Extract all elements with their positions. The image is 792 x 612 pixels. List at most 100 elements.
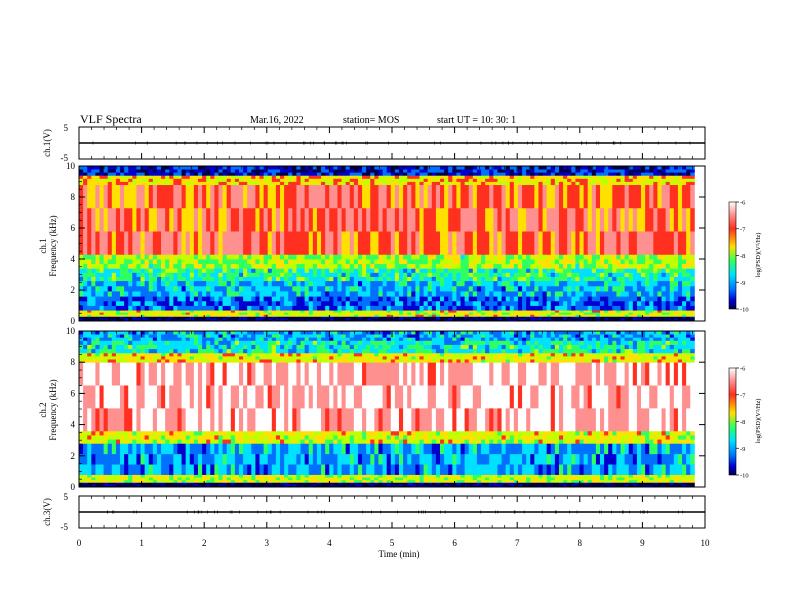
- spectrogram-cell: [161, 483, 166, 486]
- spectrogram-cell: [493, 296, 498, 302]
- spectrogram-cell: [341, 181, 347, 185]
- spectrogram-cell: [115, 479, 121, 483]
- spectrogram-cell: [177, 285, 182, 292]
- spectrogram-cell: [95, 254, 100, 260]
- spectrogram-cell: [587, 207, 593, 232]
- spectrogram-cell: [476, 479, 482, 483]
- spectrogram-cell: [169, 231, 174, 255]
- spectrogram-cell: [612, 317, 617, 320]
- spectrogram-cell: [156, 280, 162, 287]
- spectrogram-cell: [136, 280, 141, 287]
- spectrogram-cell: [193, 482, 199, 485]
- spectrogram-cell: [522, 291, 527, 297]
- spectrogram-cell: [230, 291, 236, 297]
- spectrogram-cell: [91, 482, 96, 485]
- spectrogram-cell: [394, 181, 400, 185]
- spectrogram-cell: [362, 314, 367, 317]
- spectrogram-cell: [357, 312, 363, 315]
- spectrogram-cell: [632, 479, 638, 483]
- spectrogram-cell: [378, 276, 383, 282]
- spectrogram-cell: [312, 291, 318, 297]
- spectrogram-cell: [243, 483, 248, 486]
- spectrogram-cell: [312, 482, 318, 485]
- spectrogram-cell: [333, 166, 338, 170]
- spectrogram-cell: [522, 296, 527, 302]
- spectrogram-cell: [394, 272, 400, 277]
- spectrogram-cell: [649, 296, 654, 302]
- spectrogram-cell: [362, 485, 367, 488]
- spectrogram-cell: [181, 285, 187, 292]
- spectrogram-cell: [267, 291, 273, 297]
- spectrogram-cell: [431, 316, 437, 319]
- spectrogram-cell: [542, 272, 548, 277]
- spectrogram-cell: [374, 254, 379, 260]
- spectrogram-cell: [591, 276, 597, 282]
- spectrogram-cell: [411, 263, 416, 269]
- spectrogram-cell: [526, 178, 531, 182]
- spectrogram-cell: [649, 285, 654, 292]
- spectrogram-cell: [690, 305, 695, 311]
- spectrogram-cell: [595, 479, 601, 483]
- spectrogram-cell: [169, 312, 174, 315]
- spectrogram-cell: [563, 280, 568, 287]
- spectrogram-cell: [645, 310, 650, 313]
- spectrogram-cell: [243, 172, 248, 176]
- spectrogram-cell: [132, 166, 137, 170]
- spectrogram-cell: [148, 207, 154, 232]
- spectrogram-cell: [398, 300, 404, 306]
- spectrogram-cell: [247, 296, 252, 302]
- spectrogram-cell: [686, 254, 691, 260]
- spectrogram-cell: [218, 285, 223, 292]
- spectrogram-cell: [124, 316, 129, 319]
- spectrogram-cell: [632, 178, 638, 182]
- spectrogram-cell: [115, 172, 121, 176]
- spectrogram-cell: [124, 314, 129, 317]
- spectrogram-cell: [669, 166, 675, 170]
- spectrogram-cell: [398, 272, 404, 277]
- spectrogram-cell: [329, 254, 334, 260]
- spectrogram-cell: [505, 178, 511, 182]
- spectrogram-cell: [423, 254, 429, 260]
- spectrogram-cell: [481, 272, 486, 277]
- spectrogram-cell: [472, 184, 478, 209]
- spectrogram-cell: [587, 316, 593, 319]
- spectrogram-cell: [612, 482, 617, 485]
- spectrogram-cell: [312, 312, 318, 315]
- spectrogram-cell: [571, 178, 576, 182]
- spectrogram-cell: [661, 479, 667, 483]
- spectrogram-cell: [661, 483, 667, 486]
- spectrogram-cell: [673, 310, 679, 313]
- spectrogram-cell: [218, 231, 223, 255]
- spectrogram-cell: [669, 482, 675, 485]
- spectrogram-cell: [152, 259, 158, 265]
- spectrogram-cell: [616, 312, 621, 315]
- spectrogram-cell: [608, 254, 613, 260]
- spectrogram-cell: [325, 485, 330, 488]
- spectrogram-cell: [554, 272, 560, 277]
- spectrogram-cell: [669, 300, 675, 306]
- spectrogram-cell: [575, 314, 580, 317]
- spectrogram-cell: [337, 300, 342, 306]
- spectrogram-cell: [427, 272, 433, 277]
- spectrogram-cell: [128, 172, 133, 176]
- spectrogram-cell: [120, 272, 125, 277]
- spectrogram-cell: [349, 479, 355, 483]
- spectrogram-cell: [669, 280, 675, 287]
- spectrogram-cell: [263, 181, 269, 185]
- spectrogram-cell: [485, 300, 490, 306]
- spectrogram-cell: [210, 166, 215, 170]
- spectrogram-cell: [464, 259, 470, 265]
- spectrogram-cell: [329, 300, 334, 306]
- spectrogram-cell: [95, 312, 100, 315]
- spectrogram-cell: [669, 296, 675, 302]
- spectrogram-cell: [554, 259, 560, 265]
- spectrogram-cell: [501, 485, 507, 488]
- spectrogram-cell: [509, 178, 515, 182]
- spectrogram-cell: [587, 178, 593, 182]
- frequency-tick-label: 4: [71, 254, 76, 264]
- spectrogram-cell: [226, 280, 232, 287]
- spectrogram-cell: [554, 175, 560, 179]
- spectrogram-cell: [353, 310, 359, 313]
- spectrogram-cell: [677, 479, 683, 483]
- spectrogram-cell: [345, 300, 351, 306]
